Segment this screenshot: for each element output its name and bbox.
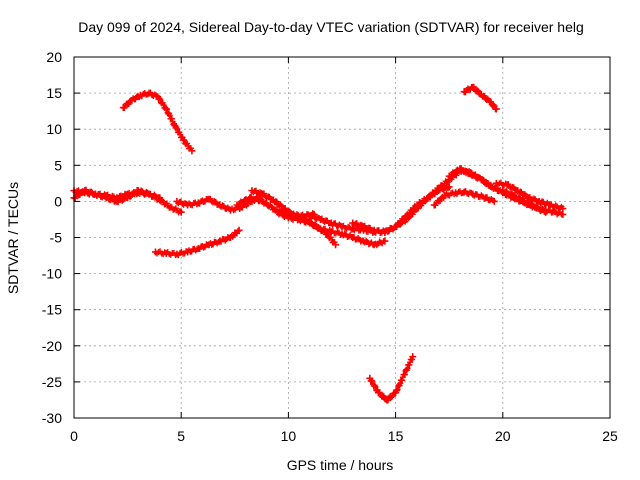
y-axis-label: SDTVAR / TECUs xyxy=(5,182,21,294)
data-point-trail xyxy=(235,196,252,209)
data-point xyxy=(162,249,170,257)
data-point-trail xyxy=(138,90,151,100)
data-point-trail xyxy=(155,95,169,111)
data-point-trail xyxy=(147,89,160,99)
data-point-trail xyxy=(286,213,301,224)
data-point xyxy=(409,353,417,361)
data-point-trail xyxy=(340,222,355,233)
chart-title: Day 099 of 2024, Sidereal Day-to-day VTE… xyxy=(78,19,584,35)
data-point-trail xyxy=(471,191,488,202)
data-point xyxy=(338,223,346,231)
y-tick-label: 15 xyxy=(46,85,62,101)
series-arc-3 xyxy=(119,89,196,155)
data-point-trail xyxy=(462,188,475,198)
data-point xyxy=(327,228,335,236)
series-arc-4 xyxy=(151,226,243,259)
series-arc-14 xyxy=(460,83,500,113)
data-point xyxy=(559,210,567,218)
series-arc-16 xyxy=(499,187,567,218)
series-arc-12 xyxy=(430,188,498,209)
y-tick-label: -30 xyxy=(42,410,62,426)
data-point-trail xyxy=(454,188,466,197)
x-tick-label: 25 xyxy=(602,428,618,444)
series-arc-8 xyxy=(274,208,389,249)
series-arc-5 xyxy=(173,190,267,214)
y-tick-label: 0 xyxy=(54,193,62,209)
axis-ticks: 0 5 10 15 20 25 -30 -25 -20 -15 -10 -5 0 5 10 15 20 xyxy=(42,49,618,444)
y-tick-label: 5 xyxy=(54,157,62,173)
x-tick-label: 5 xyxy=(177,428,185,444)
data-point xyxy=(235,226,243,234)
data-point-trail xyxy=(164,249,179,259)
data-point-trail xyxy=(484,194,496,204)
data-point xyxy=(284,214,292,222)
data-point-trail xyxy=(393,371,407,394)
data-point-trail xyxy=(479,92,492,104)
x-tick-label: 0 xyxy=(70,428,78,444)
x-axis-label: GPS time / hours xyxy=(287,457,394,473)
data-point-trail xyxy=(383,224,398,235)
data-point-trail xyxy=(544,206,565,218)
data-point-trail xyxy=(172,124,186,141)
data-point xyxy=(531,203,539,211)
data-point xyxy=(381,237,389,245)
data-point-trail xyxy=(468,171,484,182)
data-point-trail xyxy=(432,193,447,209)
y-tick-label: 20 xyxy=(46,49,62,65)
data-point xyxy=(492,105,500,113)
y-tick-label: -15 xyxy=(42,302,62,318)
x-tick-label: 15 xyxy=(388,428,404,444)
y-tick-label: 10 xyxy=(46,121,62,137)
data-point xyxy=(156,194,164,202)
data-point-trail xyxy=(393,217,409,231)
data-point-trail xyxy=(479,176,494,189)
series-arc-15 xyxy=(492,179,567,213)
data-point-trail xyxy=(501,188,516,198)
data-point xyxy=(332,241,340,249)
data-point xyxy=(490,197,498,205)
data-point-trail xyxy=(175,248,190,259)
data-point-trail xyxy=(181,137,194,152)
data-point-trail xyxy=(533,203,548,214)
data-point-trail xyxy=(163,106,178,128)
y-tick-label: -10 xyxy=(42,266,62,282)
x-tick-label: 10 xyxy=(281,428,297,444)
data-point-trail xyxy=(401,356,416,378)
y-tick-label: -5 xyxy=(50,230,63,246)
data-point xyxy=(445,183,453,191)
y-tick-label: -25 xyxy=(42,374,62,390)
y-tick-label: -20 xyxy=(42,338,62,354)
data-points xyxy=(70,83,567,404)
data-point-trail xyxy=(367,377,381,394)
data-point xyxy=(188,147,196,155)
x-tick-label: 20 xyxy=(495,428,511,444)
series-arc-11 xyxy=(366,353,417,404)
data-point xyxy=(177,208,185,216)
data-point xyxy=(173,250,181,258)
data-point-trail xyxy=(436,178,452,192)
